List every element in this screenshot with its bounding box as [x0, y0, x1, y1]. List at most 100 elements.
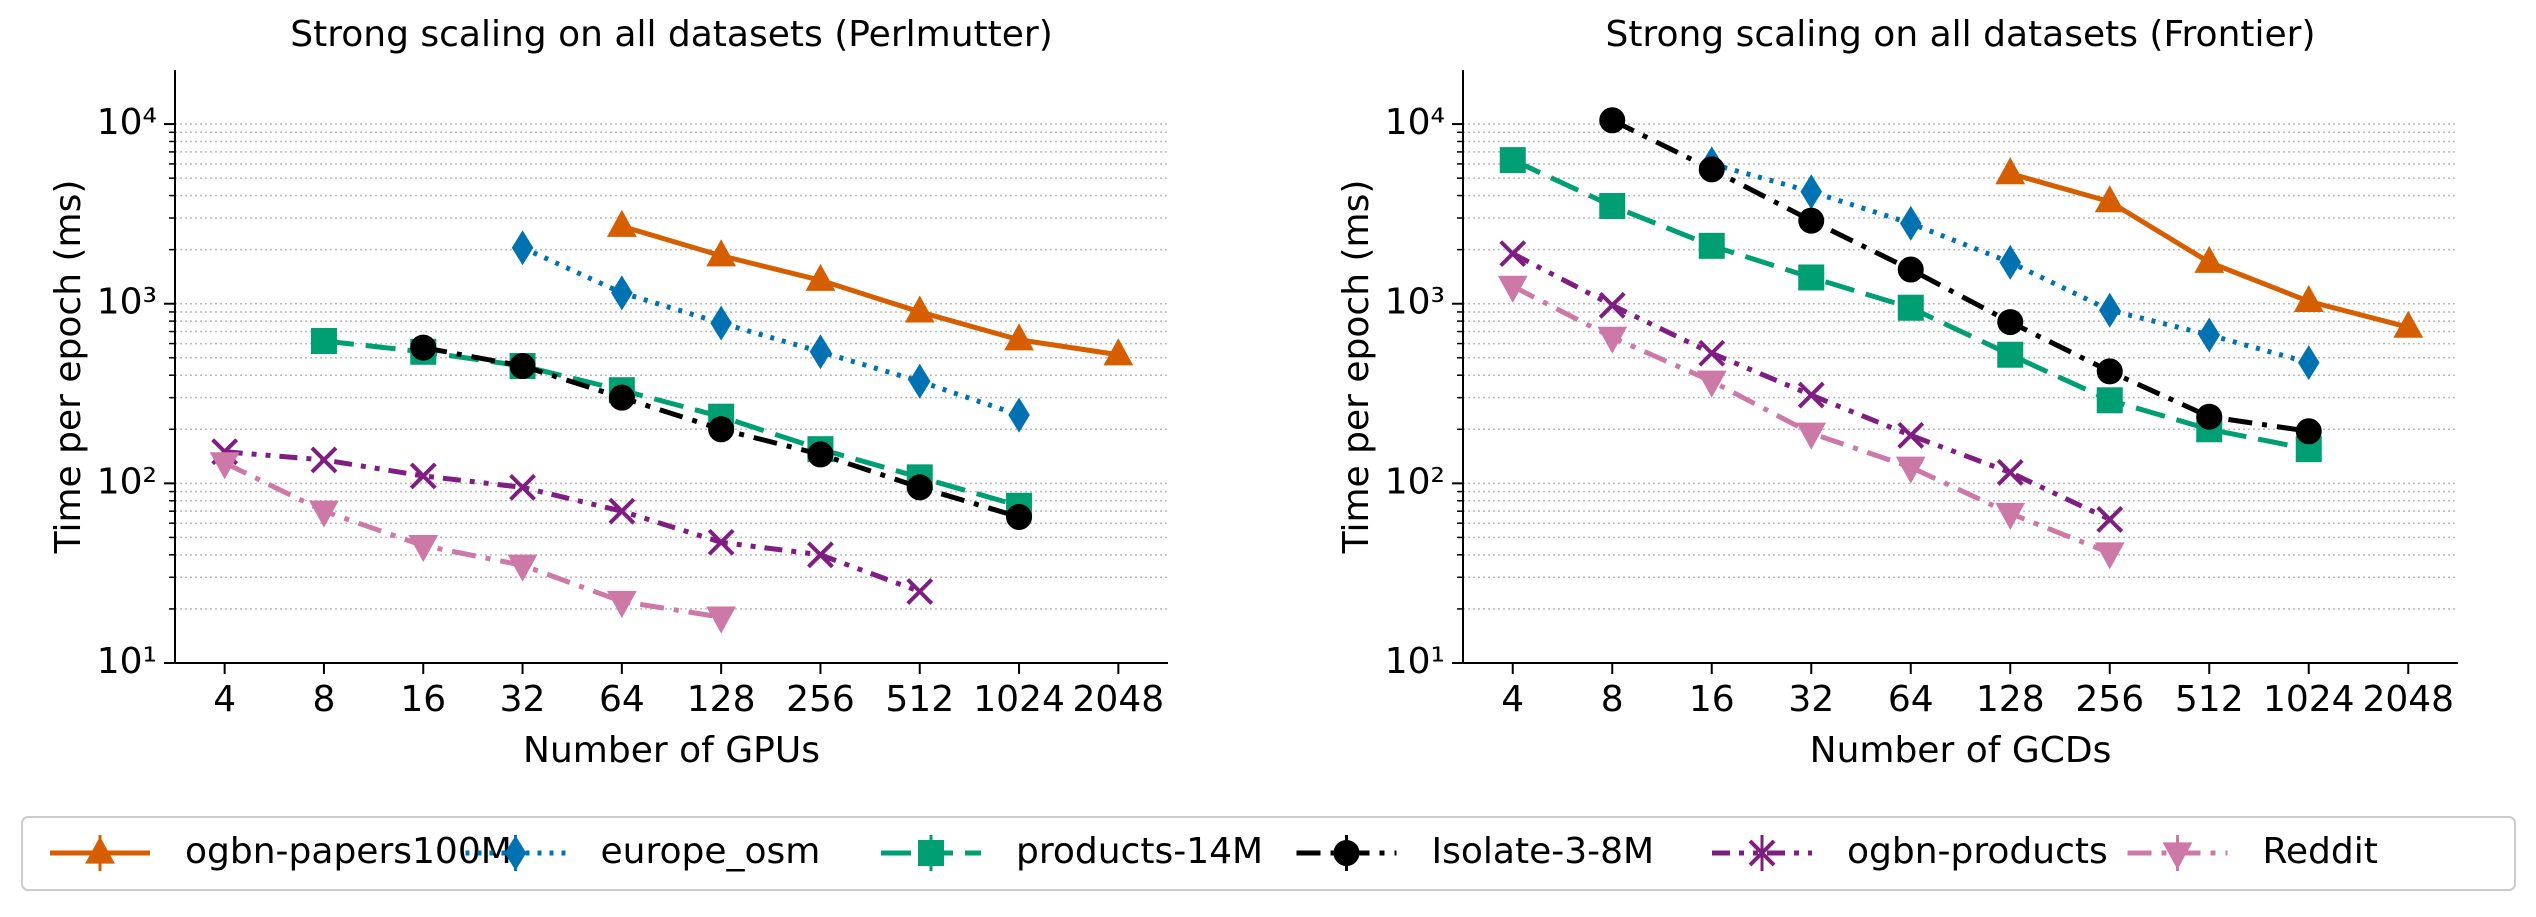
- marker: [708, 416, 735, 443]
- marker: [1698, 156, 1725, 183]
- marker: [1999, 244, 2022, 280]
- marker: [1599, 192, 1626, 219]
- marker: [1499, 240, 1527, 268]
- marker: [1797, 381, 1825, 409]
- marker: [408, 535, 439, 563]
- marker: [1895, 456, 1926, 484]
- marker: [2196, 403, 2223, 430]
- marker: [1497, 275, 1528, 303]
- x-tick-label: 1024: [973, 679, 1065, 720]
- x-tick-label: 1024: [2263, 679, 2355, 720]
- y-tick-label: 10⁴: [97, 102, 157, 143]
- marker: [1103, 338, 1134, 366]
- series-line: [323, 338, 1020, 509]
- marker: [906, 578, 934, 605]
- legend-box: [21, 816, 2516, 891]
- marker: [511, 230, 534, 266]
- x-tick-label: 16: [1689, 679, 1735, 720]
- legend-label: products-14M: [1016, 831, 1263, 872]
- marker: [1897, 421, 1925, 449]
- marker: [606, 209, 637, 237]
- marker: [1499, 147, 1526, 174]
- y-tick-label: 10³: [97, 282, 157, 323]
- x-tick-label: 256: [786, 679, 855, 720]
- marker: [1698, 232, 1725, 259]
- x-tick-label: 64: [599, 679, 645, 720]
- marker: [1997, 309, 2024, 336]
- marker: [310, 446, 338, 474]
- marker: [1598, 291, 1626, 319]
- marker: [1597, 326, 1628, 354]
- marker: [2096, 505, 2124, 533]
- x-tick-label: 32: [1788, 679, 1834, 720]
- y-tick-label: 10²: [97, 461, 157, 502]
- marker: [2162, 842, 2193, 870]
- x-tick-label: 512: [2175, 679, 2244, 720]
- marker: [608, 384, 635, 411]
- marker: [85, 836, 115, 864]
- marker: [2194, 245, 2225, 273]
- marker: [2094, 185, 2125, 213]
- marker: [2297, 345, 2320, 381]
- marker: [908, 363, 931, 399]
- marker: [310, 328, 337, 355]
- x-tick-label: 2048: [1073, 679, 1165, 720]
- marker: [2198, 317, 2221, 353]
- marker: [1599, 107, 1626, 134]
- marker: [2098, 292, 2121, 328]
- marker: [1696, 370, 1727, 398]
- marker: [906, 474, 933, 501]
- marker: [706, 239, 737, 267]
- marker: [1897, 294, 1924, 321]
- marker: [1006, 503, 1033, 530]
- marker: [918, 840, 944, 866]
- legend-label: Isolate-3-8M: [1432, 831, 1655, 872]
- y-axis-label: Time per epoch (ms): [1336, 180, 1377, 555]
- series-line: [223, 460, 722, 620]
- marker: [1995, 502, 2026, 530]
- marker: [1004, 323, 1034, 351]
- legend-label: Reddit: [2263, 831, 2378, 872]
- marker: [2094, 542, 2125, 570]
- marker: [1996, 459, 2024, 486]
- marker: [706, 606, 737, 634]
- x-tick-label: 64: [1888, 679, 1934, 720]
- y-tick-label: 10⁴: [1385, 102, 1445, 143]
- marker: [309, 500, 339, 528]
- marker: [1333, 840, 1360, 866]
- legend-label: europe_osm: [601, 831, 821, 872]
- marker: [1748, 839, 1776, 867]
- x-axis-label: Number of GCDs: [1810, 730, 2112, 771]
- marker: [2293, 284, 2324, 313]
- marker: [1899, 205, 1922, 241]
- marker: [809, 334, 832, 370]
- marker: [805, 263, 836, 291]
- marker: [409, 462, 437, 490]
- marker: [410, 334, 437, 361]
- legend-label: ogbn-products: [1847, 831, 2108, 872]
- marker: [209, 452, 240, 480]
- marker: [606, 590, 637, 618]
- x-tick-label: 8: [1601, 679, 1624, 720]
- marker: [1897, 256, 1924, 283]
- y-tick-label: 10¹: [97, 641, 157, 682]
- marker: [807, 541, 834, 569]
- marker: [1995, 157, 2026, 185]
- x-tick-label: 4: [1501, 679, 1524, 720]
- marker: [2295, 418, 2322, 445]
- marker: [504, 835, 527, 871]
- x-tick-label: 16: [400, 679, 446, 720]
- marker: [509, 353, 536, 380]
- x-tick-label: 8: [312, 679, 335, 720]
- x-tick-label: 256: [2075, 679, 2144, 720]
- series-line: [621, 223, 1119, 358]
- x-tick-label: 4: [213, 679, 236, 720]
- y-tick-label: 10³: [1385, 282, 1445, 323]
- marker: [509, 473, 536, 501]
- marker: [1800, 174, 1823, 210]
- marker: [707, 528, 735, 556]
- y-axis-label: Time per epoch (ms): [48, 180, 89, 555]
- marker: [2096, 358, 2123, 385]
- marker: [710, 305, 732, 341]
